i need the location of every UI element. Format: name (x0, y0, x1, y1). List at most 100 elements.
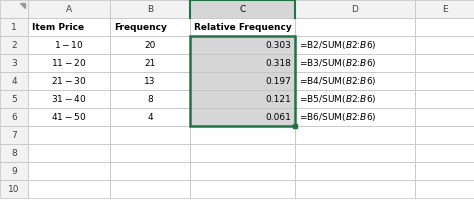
Text: $21 - $30: $21 - $30 (51, 75, 87, 86)
Text: 13: 13 (144, 76, 156, 85)
Text: 0.303: 0.303 (265, 41, 291, 50)
Bar (110, 72, 190, 90)
Bar (28, 180, 110, 198)
Bar (0, 18, 28, 36)
Bar (0, 72, 28, 90)
Text: 4: 4 (11, 76, 17, 85)
Bar (0, 36, 28, 54)
Bar (28, 90, 110, 108)
Bar (110, 18, 190, 36)
Text: 0.318: 0.318 (265, 59, 291, 68)
Bar (293, 124, 297, 128)
Bar (110, 90, 190, 108)
Bar (295, 108, 415, 126)
Text: 21: 21 (144, 59, 155, 68)
Bar (190, 126, 295, 144)
Bar (0, 90, 28, 108)
Bar (295, 36, 415, 54)
Text: =B4/SUM($B$2:$B$6): =B4/SUM($B$2:$B$6) (299, 75, 377, 87)
Polygon shape (20, 3, 25, 8)
Bar (190, 54, 295, 72)
Bar (110, 108, 190, 126)
Text: =B6/SUM($B$2:$B$6): =B6/SUM($B$2:$B$6) (299, 111, 377, 123)
Bar (28, 126, 110, 144)
Bar (415, 144, 474, 162)
Bar (28, 144, 110, 162)
Bar (415, 0, 474, 18)
Bar (0, 126, 28, 144)
Text: 0.061: 0.061 (265, 112, 291, 122)
Bar (0, 144, 28, 162)
Text: $31 - $40: $31 - $40 (51, 93, 87, 104)
Text: D: D (352, 4, 358, 13)
Bar (190, 0, 295, 18)
Bar (28, 162, 110, 180)
Text: =B3/SUM($B$2:$B$6): =B3/SUM($B$2:$B$6) (299, 57, 377, 69)
Text: 0.197: 0.197 (265, 76, 291, 85)
Text: 2: 2 (11, 41, 17, 50)
Bar (415, 162, 474, 180)
Bar (110, 180, 190, 198)
Bar (295, 0, 415, 18)
Text: $11 - $20: $11 - $20 (51, 58, 87, 69)
Bar (415, 36, 474, 54)
Text: B: B (147, 4, 153, 13)
Bar (190, 18, 295, 36)
Bar (295, 144, 415, 162)
Bar (415, 108, 474, 126)
Bar (110, 144, 190, 162)
Text: E: E (442, 4, 447, 13)
Text: 7: 7 (11, 131, 17, 140)
Text: Frequency: Frequency (114, 22, 167, 31)
Text: 10: 10 (8, 184, 20, 194)
Text: 8: 8 (11, 149, 17, 157)
Bar (295, 18, 415, 36)
Bar (190, 36, 295, 126)
Bar (110, 0, 190, 18)
Bar (190, 36, 295, 54)
Text: 5: 5 (11, 94, 17, 103)
Text: 1: 1 (11, 22, 17, 31)
Text: 3: 3 (11, 59, 17, 68)
Text: $41 - $50: $41 - $50 (51, 112, 87, 122)
Bar (295, 90, 415, 108)
Text: =B2/SUM($B$2:$B$6): =B2/SUM($B$2:$B$6) (299, 39, 377, 51)
Bar (110, 162, 190, 180)
Bar (110, 54, 190, 72)
Bar (295, 162, 415, 180)
Bar (415, 90, 474, 108)
Text: $1 - $10: $1 - $10 (54, 40, 84, 51)
Text: Item Price: Item Price (32, 22, 84, 31)
Bar (28, 0, 110, 18)
Bar (190, 162, 295, 180)
Text: 6: 6 (11, 112, 17, 122)
Bar (110, 126, 190, 144)
Bar (415, 18, 474, 36)
Bar (415, 126, 474, 144)
Bar (28, 36, 110, 54)
Bar (295, 72, 415, 90)
Bar (190, 108, 295, 126)
Bar (0, 180, 28, 198)
Bar (415, 72, 474, 90)
Bar (0, 54, 28, 72)
Bar (295, 54, 415, 72)
Bar (415, 180, 474, 198)
Bar (28, 108, 110, 126)
Bar (0, 108, 28, 126)
Text: 8: 8 (147, 94, 153, 103)
Bar (190, 72, 295, 90)
Bar (190, 90, 295, 108)
Text: 20: 20 (144, 41, 155, 50)
Bar (415, 54, 474, 72)
Bar (28, 72, 110, 90)
Bar (190, 180, 295, 198)
Bar (110, 36, 190, 54)
Bar (295, 180, 415, 198)
Text: A: A (66, 4, 72, 13)
Bar (28, 54, 110, 72)
Bar (28, 18, 110, 36)
Text: 4: 4 (147, 112, 153, 122)
Bar (190, 144, 295, 162)
Bar (0, 162, 28, 180)
